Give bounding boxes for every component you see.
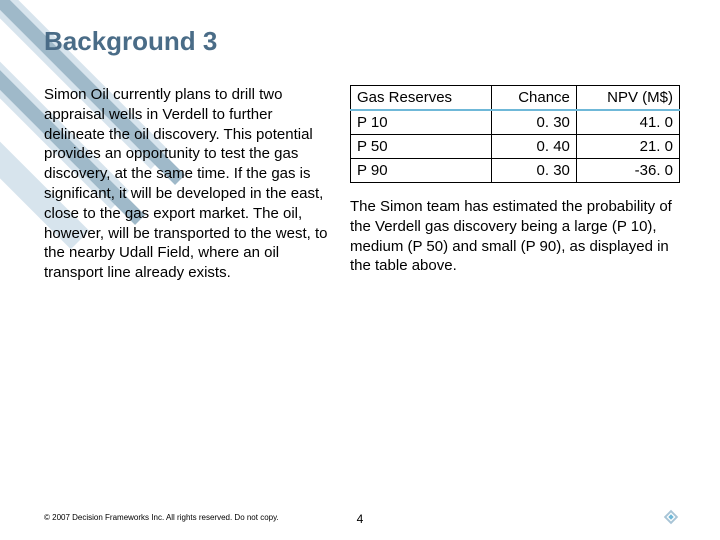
reserves-table: Gas Reserves Chance NPV (M$) P 10 0. 30 … (350, 85, 680, 183)
table-row: P 10 0. 30 41. 0 (351, 110, 680, 135)
cell-npv: 21. 0 (576, 135, 679, 159)
col-npv: NPV (M$) (576, 86, 679, 111)
cell-npv: -36. 0 (576, 159, 679, 183)
col-gas-reserves: Gas Reserves (351, 86, 492, 111)
table-row: P 90 0. 30 -36. 0 (351, 159, 680, 183)
cell-chance: 0. 30 (492, 110, 577, 135)
col-chance: Chance (492, 86, 577, 111)
cell-label: P 90 (351, 159, 492, 183)
cell-chance: 0. 30 (492, 159, 577, 183)
table-row: P 50 0. 40 21. 0 (351, 135, 680, 159)
cell-label: P 50 (351, 135, 492, 159)
right-column: Gas Reserves Chance NPV (M$) P 10 0. 30 … (350, 85, 680, 283)
table-header-row: Gas Reserves Chance NPV (M$) (351, 86, 680, 111)
left-column: Simon Oil currently plans to drill two a… (44, 85, 334, 283)
page-title: Background 3 (44, 26, 680, 57)
cell-label: P 10 (351, 110, 492, 135)
main-paragraph: Simon Oil currently plans to drill two a… (44, 85, 334, 283)
cell-chance: 0. 40 (492, 135, 577, 159)
copyright-text: © 2007 Decision Frameworks Inc. All righ… (44, 513, 279, 522)
table-caption: The Simon team has estimated the probabi… (350, 197, 680, 276)
page-number: 4 (357, 512, 364, 526)
cell-npv: 41. 0 (576, 110, 679, 135)
corner-logo-icon (662, 508, 680, 526)
body-row: Simon Oil currently plans to drill two a… (44, 85, 680, 283)
